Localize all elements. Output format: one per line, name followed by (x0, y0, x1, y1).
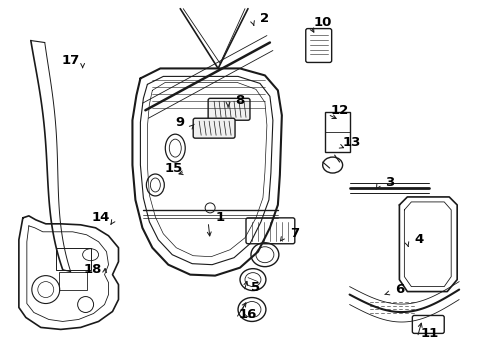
Text: 9: 9 (175, 116, 184, 129)
Text: 1: 1 (215, 211, 224, 224)
Text: 5: 5 (251, 281, 260, 294)
Bar (59, 272, 86, 289)
FancyBboxPatch shape (193, 118, 235, 138)
Text: 11: 11 (419, 327, 438, 340)
Text: 4: 4 (414, 233, 423, 246)
Text: 14: 14 (91, 211, 109, 224)
Text: 18: 18 (83, 263, 102, 276)
Text: 6: 6 (394, 283, 403, 296)
FancyBboxPatch shape (208, 98, 249, 120)
Text: 16: 16 (238, 308, 257, 321)
Text: 10: 10 (313, 16, 331, 29)
Text: 8: 8 (235, 94, 244, 107)
Text: 2: 2 (260, 12, 269, 25)
Bar (56, 248, 90, 270)
Text: 12: 12 (330, 104, 348, 117)
Text: 7: 7 (290, 227, 299, 240)
Text: 3: 3 (384, 176, 393, 189)
Text: 13: 13 (342, 136, 360, 149)
Text: 17: 17 (61, 54, 80, 67)
Bar (324, 112, 349, 152)
Text: 15: 15 (164, 162, 182, 175)
